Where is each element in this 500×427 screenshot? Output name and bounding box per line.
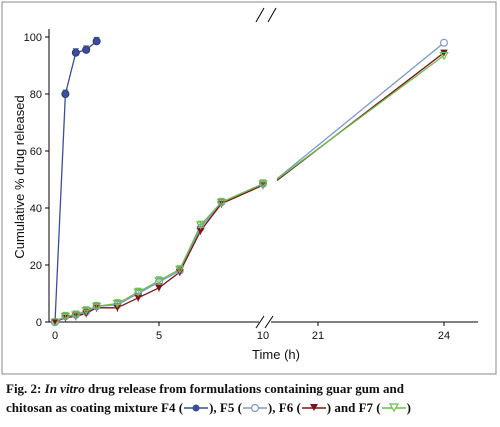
- legend-f5-icon: [242, 400, 268, 415]
- caption-label: Fig. 2:: [6, 381, 42, 396]
- figure-caption: Fig. 2: In vitro drug release from formu…: [6, 379, 498, 417]
- plot-frame: [1, 1, 497, 375]
- series-line-f7: [54, 183, 264, 323]
- axes: 0 20 40 60 80 100 0 5 10 21 24: [24, 29, 478, 342]
- top-break-mark: [255, 7, 265, 23]
- caption-italic: In vitro: [44, 381, 85, 396]
- top-break-mark: [267, 7, 277, 23]
- series-line-f5: [54, 183, 264, 323]
- caption-line-1: Fig. 2: In vitro drug release from formu…: [6, 379, 498, 398]
- caption-f5: ), F5 (: [209, 400, 242, 415]
- x-axis-break-mark: [264, 315, 274, 329]
- x-tick-label: 0: [52, 330, 58, 342]
- series-line-f5-post-break: [276, 42, 445, 180]
- caption-text-2: chitosan as coating mixture F4 (: [6, 400, 184, 415]
- series-line-f6: [54, 184, 264, 323]
- legend-f7-icon: [381, 400, 407, 415]
- y-axis-label: Cumulative % drug released: [12, 95, 27, 258]
- x-tick-label: 5: [156, 330, 162, 342]
- x-tick-label: 24: [438, 330, 450, 342]
- x-axis-break-mark: [255, 315, 265, 329]
- caption-f6: ), F6 (: [267, 400, 301, 415]
- y-tick-label: 80: [30, 89, 42, 101]
- y-tick-label: 60: [30, 146, 42, 158]
- series-line-f7-post-break: [276, 55, 445, 180]
- point-f6: [51, 319, 59, 326]
- point-f7: [439, 51, 449, 61]
- drug-release-chart: 0 20 40 60 80 100 0 5 10 21 24 Cumulative % drug r…: [1, 1, 497, 375]
- x-axis-label: Time (h): [252, 347, 300, 362]
- legend-f4-icon: [183, 400, 209, 415]
- y-tick-label: 20: [30, 260, 42, 272]
- caption-end: ): [406, 400, 411, 415]
- axis-breaks: [255, 7, 277, 329]
- series-lines: [54, 40, 445, 323]
- x-tick-label: 10: [257, 330, 269, 342]
- point-f5: [440, 38, 449, 47]
- series-line-f4: [54, 40, 98, 323]
- point-f7: [50, 318, 60, 327]
- series-markers: [50, 36, 449, 327]
- caption-text-1: drug release from formulations containin…: [84, 381, 404, 396]
- legend-f6-icon: [301, 400, 327, 415]
- y-tick-label: 100: [24, 32, 42, 44]
- caption-f7: ) and F7 (: [326, 400, 381, 415]
- y-tick-label: 40: [30, 203, 42, 215]
- y-tick-label: 0: [36, 317, 42, 329]
- caption-line-2: chitosan as coating mixture F4 ( ), F5 ()…: [6, 398, 498, 417]
- x-tick-label: 21: [312, 330, 324, 342]
